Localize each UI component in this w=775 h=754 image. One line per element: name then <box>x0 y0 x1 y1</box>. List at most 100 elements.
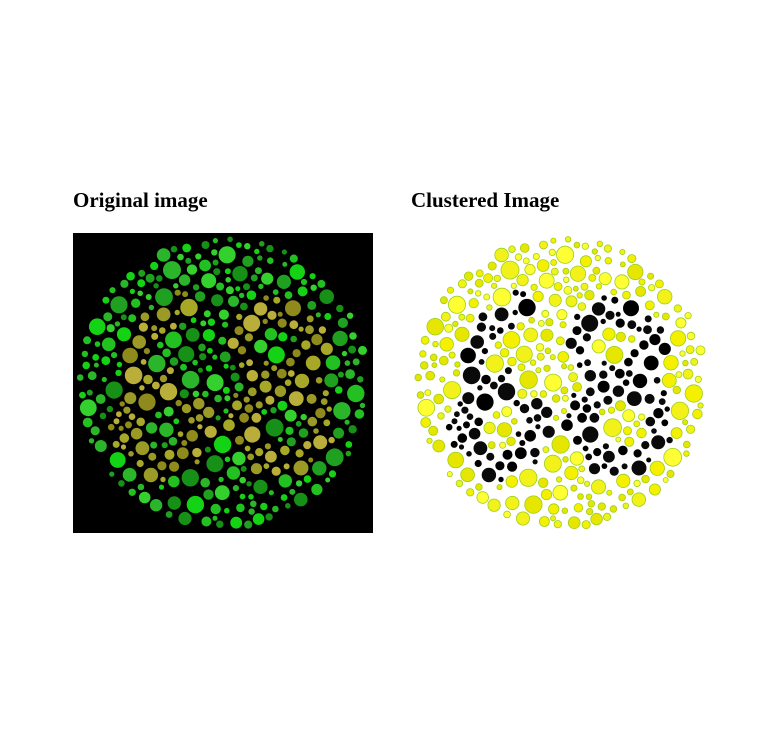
field-dot <box>267 257 274 264</box>
field-dot <box>324 373 339 388</box>
field-dot <box>345 369 355 379</box>
field-dot <box>496 484 503 491</box>
figure-dot <box>182 291 189 298</box>
field-dot <box>580 282 589 291</box>
figure-dot <box>601 463 608 469</box>
figure-dot <box>508 322 515 330</box>
field-dot <box>432 439 446 453</box>
field-dot <box>333 402 351 420</box>
field-dot <box>297 286 308 297</box>
field-dot <box>272 505 279 513</box>
figure-dot <box>520 291 527 298</box>
field-dot <box>487 261 497 271</box>
figure-dot <box>315 408 326 419</box>
figure-dot <box>639 340 649 350</box>
field-dot <box>155 411 162 419</box>
figure-dot <box>125 421 132 429</box>
field-dot <box>501 406 513 418</box>
field-dot <box>510 282 517 289</box>
field-dot <box>246 290 257 300</box>
field-dot <box>185 328 200 342</box>
field-dot <box>177 253 184 261</box>
figure-dot <box>320 342 333 355</box>
field-dot <box>170 245 178 253</box>
original-plate-image <box>73 233 373 533</box>
field-dot <box>254 248 260 255</box>
field-dot <box>638 413 646 421</box>
figure-dot <box>582 404 592 413</box>
figure-dot <box>456 425 462 431</box>
field-dot <box>538 516 550 527</box>
field-dot <box>202 329 215 342</box>
field-dot <box>210 503 221 515</box>
field-dot <box>633 420 641 428</box>
field-dot <box>465 313 475 323</box>
field-dot <box>695 345 706 356</box>
figure-dot <box>497 374 506 383</box>
field-dot <box>682 440 691 449</box>
field-dot <box>276 274 291 289</box>
field-dot <box>494 341 502 349</box>
field-dot <box>114 321 121 327</box>
figure-dot <box>591 302 606 316</box>
figure-dot <box>658 342 671 355</box>
figure-dot <box>264 443 271 450</box>
figure-dot <box>181 440 188 446</box>
figure-dot <box>265 450 277 463</box>
figure-dot <box>197 424 203 430</box>
figure-dot <box>246 370 258 382</box>
figure-dot <box>273 296 281 304</box>
field-dot <box>463 271 474 281</box>
figure-dot <box>283 463 290 470</box>
figure-dot <box>247 453 255 461</box>
field-dot <box>592 266 601 275</box>
field-dot <box>487 441 496 450</box>
field-dot <box>560 386 569 395</box>
field-dot <box>277 400 288 411</box>
figure-dot <box>584 370 596 382</box>
figure-dot <box>136 417 145 427</box>
field-dot <box>211 294 224 307</box>
figure-dot <box>656 326 665 334</box>
field-dot <box>432 340 439 348</box>
field-dot <box>424 389 432 397</box>
figure-dot <box>474 417 483 427</box>
field-dot <box>116 327 132 342</box>
figure-dot <box>159 383 178 401</box>
figure-dot <box>227 337 239 349</box>
field-dot <box>626 488 634 496</box>
field-dot <box>235 286 241 292</box>
figure-dot <box>573 435 582 445</box>
figure-dot <box>250 463 263 475</box>
figure-dot <box>263 295 269 301</box>
figure-dot <box>277 318 287 328</box>
figure-dot <box>631 460 647 476</box>
field-dot <box>590 512 603 526</box>
field-dot <box>448 351 456 359</box>
field-dot <box>505 475 519 488</box>
field-dot <box>325 355 341 370</box>
field-dot <box>573 241 581 249</box>
field-dot <box>474 278 484 288</box>
figure-dot <box>143 467 159 483</box>
figure-dot <box>515 431 522 437</box>
field-dot <box>254 267 262 275</box>
figure-dot <box>315 377 323 384</box>
figure-dot <box>143 348 150 355</box>
field-dot <box>232 451 246 466</box>
figure-dot <box>478 359 485 365</box>
figure-dot <box>632 373 648 389</box>
figure-dot <box>574 313 581 320</box>
figure-dot <box>243 396 250 403</box>
field-dot <box>99 412 107 420</box>
field-dot <box>76 374 84 381</box>
field-dot <box>559 321 567 329</box>
field-dot <box>86 389 93 396</box>
field-dot <box>577 493 584 500</box>
field-dot <box>185 257 192 264</box>
figure-dot <box>116 411 122 418</box>
field-dot <box>524 263 536 276</box>
field-dot <box>641 474 650 484</box>
figure-dot <box>244 333 253 342</box>
figure-dot <box>244 426 261 443</box>
